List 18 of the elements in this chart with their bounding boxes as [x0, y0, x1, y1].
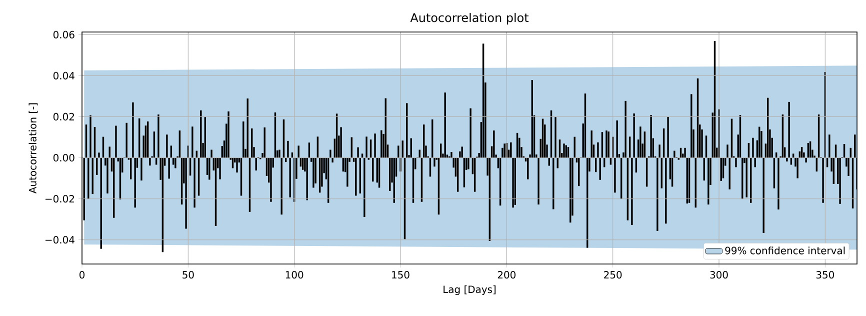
x-tick-label: 100 [286, 271, 304, 279]
x-tick-label: 0 [79, 271, 85, 279]
x-tick-label: 150 [392, 271, 410, 279]
y-tick-label: −0.04 [46, 236, 74, 244]
x-tick-label: 350 [816, 271, 834, 279]
x-tick-label: 200 [498, 271, 516, 279]
y-tick-label: −0.02 [46, 194, 74, 203]
x-axis-title: Lag [Days] [444, 285, 496, 296]
legend-label: 99% confidence interval [725, 246, 845, 254]
chart-title: Autocorrelation plot [410, 12, 529, 24]
y-tick-label: 0.02 [53, 112, 74, 120]
y-tick-label: 0.00 [53, 154, 74, 162]
x-tick-label: 50 [182, 271, 194, 279]
x-tick-label: 250 [604, 271, 622, 279]
x-tick-label: 300 [710, 271, 728, 279]
y-tick-label: 0.06 [53, 30, 74, 38]
y-tick-label: 0.04 [53, 72, 74, 80]
y-axis-title: Autocorrelation [-] [28, 103, 38, 194]
